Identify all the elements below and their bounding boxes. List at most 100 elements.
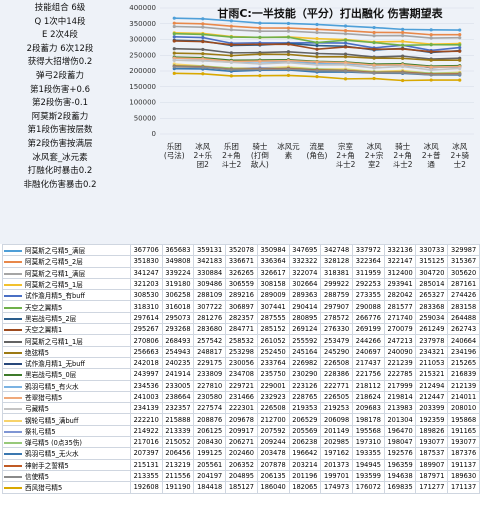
note: 非融化伤害暴击0.2 <box>23 179 97 190</box>
legend-entry: 绝弦精5 <box>2 345 131 358</box>
table-cell: 213983 <box>383 402 417 415</box>
table-cell: 339224 <box>161 266 195 279</box>
table-cell: 276330 <box>320 323 353 336</box>
table-cell: 234321 <box>415 345 449 358</box>
table-cell: 196642 <box>288 447 322 460</box>
point <box>401 30 405 35</box>
y-tick-label: 100000 <box>129 99 156 107</box>
table-cell: 351830 <box>129 255 163 268</box>
point <box>343 52 348 56</box>
point <box>172 21 176 25</box>
table-cell: 184418 <box>193 481 227 494</box>
table-cell: 290088 <box>351 300 385 313</box>
legend-swatch <box>4 317 22 320</box>
table-cell: 201304 <box>383 413 417 426</box>
legend-label: 祭礼弓精5 <box>25 427 56 436</box>
table-cell: 280895 <box>288 311 322 325</box>
point <box>429 68 433 72</box>
table-row: 弓藏精5 234139 232357 227574 222301 226508 219353… <box>2 402 480 415</box>
legend-entry: 试作澹月精1_无buff <box>2 356 131 370</box>
table-cell: 214011 <box>447 390 480 404</box>
legend-label: 苍翠猎弓精5 <box>25 394 63 402</box>
table-cell: 242018 <box>129 356 163 370</box>
table-cell: 328128 <box>320 255 353 268</box>
table-cell: 226505 <box>320 390 353 404</box>
table-cell: 299922 <box>320 277 353 291</box>
note: 2段蓄力 6次12段 <box>26 43 94 54</box>
table-cell: 191190 <box>161 481 195 494</box>
table-cell: 330733 <box>415 243 449 257</box>
table-cell: 189826 <box>415 424 449 438</box>
table-row: 钢轮弓精5_满buff 222210 215888 208876 209678 21270… <box>2 413 480 426</box>
x-tick-label: 骑士(打倒敌人) <box>250 142 269 169</box>
table-cell: 193355 <box>351 447 385 460</box>
point <box>286 73 291 77</box>
table-cell: 226508 <box>256 402 290 415</box>
table-row: 鸦羽弓精5_有火水 234536 233005 227810 229721 229001 2… <box>2 379 480 392</box>
table-cell: 217016 <box>129 436 163 449</box>
table-cell: 234196 <box>447 345 480 358</box>
legend-entry: 黑岩战弓精5_2层 <box>2 311 131 325</box>
table-cell: 341247 <box>129 266 163 279</box>
table-cell: 337972 <box>351 243 385 257</box>
table-cell: 230056 <box>225 356 258 370</box>
point <box>372 71 376 75</box>
y-tick-label: 400000 <box>129 4 156 12</box>
x-tick-label: 冰风2+宗室2 <box>364 142 384 169</box>
table-cell: 208430 <box>193 436 227 449</box>
table-cell: 349808 <box>161 255 195 268</box>
point <box>458 49 462 53</box>
legend-swatch <box>4 329 22 332</box>
table-cell: 209678 <box>225 413 258 426</box>
point <box>458 36 462 40</box>
point <box>401 78 405 83</box>
table-cell: 270079 <box>383 323 417 336</box>
legend-entry: 黑岩战弓精5_0层 <box>2 368 131 381</box>
table-cell: 228765 <box>288 390 322 404</box>
table-row: 阿莫斯之弓精5_1层 321203 319180 309486 306559 308158… <box>2 277 480 291</box>
note: 打融化时暴击0.2 <box>27 166 93 177</box>
table-cell: 217999 <box>383 379 417 392</box>
table-cell: 228386 <box>320 368 353 381</box>
point <box>372 41 376 45</box>
point <box>372 25 376 30</box>
table-cell: 206352 <box>225 458 258 471</box>
table-cell: 187971 <box>415 469 449 483</box>
table-cell: 229721 <box>225 379 258 392</box>
note: 第2段伤害按满层 <box>27 138 93 149</box>
y-tick-label: 300000 <box>129 36 156 44</box>
table-cell: 201196 <box>288 469 322 483</box>
point <box>229 24 233 28</box>
legend-swatch <box>4 374 22 377</box>
table-cell: 305620 <box>447 266 480 279</box>
point <box>201 65 205 69</box>
table-cell: 256663 <box>129 345 163 358</box>
table-cell: 293941 <box>383 277 417 291</box>
table-cell: 229001 <box>256 379 290 392</box>
table-cell: 196470 <box>383 424 417 438</box>
table-cell: 316018 <box>161 300 195 313</box>
legend-swatch <box>4 250 22 253</box>
table-cell: 243997 <box>129 368 163 381</box>
table-row: 黑岩战弓精5_2层 297614 295073 281276 282357 287555 2… <box>2 311 480 325</box>
table-cell: 342183 <box>193 255 227 268</box>
table-cell: 241914 <box>161 368 195 381</box>
table-row: 天空之翼精5 318310 316018 307722 306897 307441 2904… <box>2 300 480 313</box>
table-cell: 273355 <box>351 289 385 302</box>
table-cell: 289216 <box>225 289 258 302</box>
table-cell: 207878 <box>256 458 290 471</box>
point <box>401 43 405 47</box>
note: 阿莫斯2段蓄力 <box>31 111 89 122</box>
table-cell: 216839 <box>447 368 480 381</box>
table-cell: 359131 <box>193 243 227 257</box>
table-row: 黑岩战弓精5_0层 243997 241914 233809 234708 235750 2… <box>2 368 480 381</box>
table-cell: 312400 <box>383 266 417 279</box>
point <box>286 26 291 30</box>
table-cell: 247213 <box>383 334 417 347</box>
y-tick-label: 50000 <box>134 114 156 122</box>
legend-label: 鸦羽弓精5_有火水 <box>25 382 79 391</box>
legend-label: 黑岩战弓精5_2层 <box>25 314 77 323</box>
point <box>315 43 319 48</box>
table-cell: 287161 <box>447 277 480 291</box>
point <box>372 47 376 51</box>
